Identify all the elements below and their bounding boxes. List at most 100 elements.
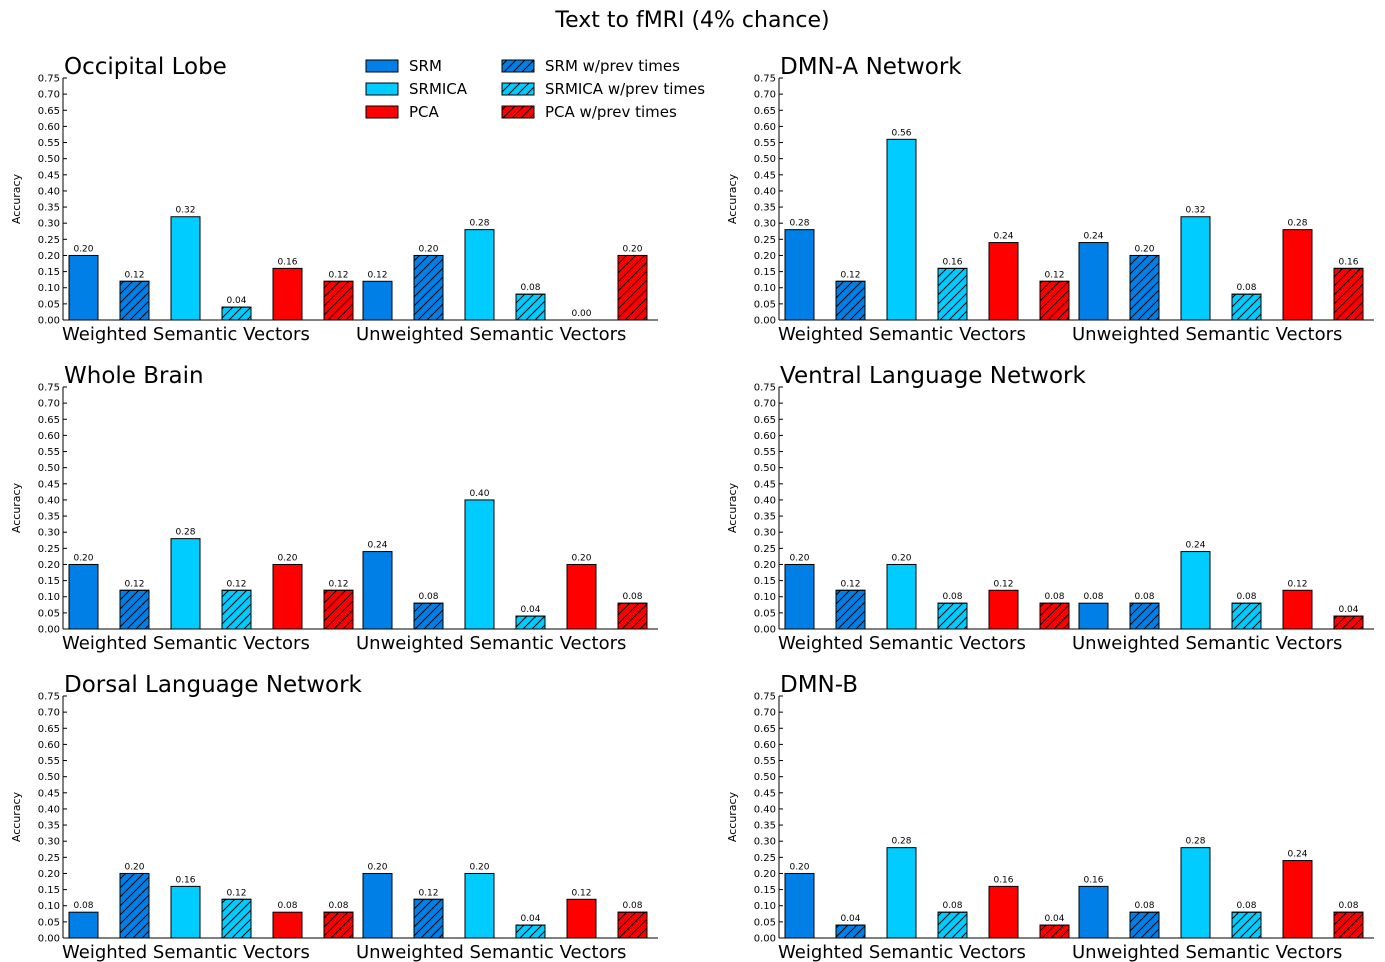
bar-hatch [221,589,252,630]
legend-swatch-hatch [501,82,535,96]
group-label: Unweighted Semantic Vectors [1072,633,1342,654]
bar-value-label: 0.04 [1338,605,1358,615]
bar-value-label: 0.08 [1236,592,1256,602]
legend-label: PCA w/prev times [545,103,677,121]
chart-panels: Occipital Lobe Accuracy 0.00 0.05 0.10 0.15 0.… [10,54,1374,962]
bar-value-label: 0.12 [328,270,348,280]
group-label: Unweighted Semantic Vectors [356,324,626,345]
y-tick-label: 0.40 [38,804,60,815]
y-tick-label: 0.05 [38,608,60,619]
y-tick-label: 0.00 [38,934,60,945]
bar-value-label: 0.12 [124,270,144,280]
bar-value-label: 0.20 [73,244,93,254]
y-tick-label: 0.60 [754,740,776,751]
bar [1282,229,1313,321]
y-tick-label: 0.70 [38,708,60,719]
y-tick-label: 0.55 [38,756,60,767]
bar [1078,885,1109,939]
bar [1282,860,1313,939]
bar [362,872,393,939]
bar-value-label: 0.08 [1044,592,1064,602]
bar-value-label: 0.16 [277,257,297,267]
y-tick-label: 0.35 [754,203,776,214]
bar-hatch [413,898,444,939]
y-tick-label: 0.35 [38,512,60,523]
y-tick-label: 0.25 [754,853,776,864]
group-label: Weighted Semantic Vectors [62,633,310,654]
bar-value-label: 0.20 [124,862,144,872]
chart-panel: Occipital Lobe Accuracy 0.00 0.05 0.10 0.15 0.… [10,54,658,345]
bar [464,229,495,321]
bar-value-label: 0.04 [520,914,540,924]
bar-value-label: 0.04 [1044,914,1064,924]
y-tick-label: 0.00 [38,625,60,636]
panel-title: Occipital Lobe [64,54,227,80]
bar-value-label: 0.08 [1083,592,1103,602]
group-label: Unweighted Semantic Vectors [1072,324,1342,345]
bar [272,267,303,321]
legend-item: SRM w/prev times [501,57,680,75]
y-tick-label: 0.55 [754,447,776,458]
group-label: Weighted Semantic Vectors [778,942,1026,962]
bar-value-label: 0.08 [622,901,642,911]
bar [1078,602,1109,630]
bar [464,872,495,939]
y-tick-label: 0.60 [754,122,776,133]
y-tick-label: 0.05 [754,608,776,619]
bar [170,885,201,939]
y-tick-label: 0.65 [754,415,776,426]
bar-value-label: 0.12 [840,270,860,280]
bar-value-label: 0.20 [1134,244,1154,254]
y-tick-label: 0.60 [38,740,60,751]
bar-hatch [323,280,354,321]
y-tick-label: 0.75 [38,692,60,703]
bar-value-label: 0.12 [226,579,246,589]
y-tick-label: 0.30 [754,528,776,539]
bar-value-label: 0.12 [840,579,860,589]
bar [1180,216,1211,321]
y-tick-label: 0.30 [38,837,60,848]
bar-value-label: 0.16 [993,875,1013,885]
y-tick-label: 0.20 [754,560,776,571]
y-tick-label: 0.45 [38,170,60,181]
bar-value-label: 0.08 [1236,283,1256,293]
y-tick-label: 0.60 [38,431,60,442]
bar-value-label: 0.12 [1044,270,1064,280]
y-tick-label: 0.15 [754,267,776,278]
bar-value-label: 0.08 [622,592,642,602]
bar-hatch [323,589,354,630]
bar-value-label: 0.12 [993,579,1013,589]
legend-label: SRMICA [409,80,468,98]
y-tick-label: 0.55 [38,138,60,149]
y-tick-label: 0.20 [38,251,60,262]
group-label: Weighted Semantic Vectors [778,324,1026,345]
bar-hatch [1039,280,1070,321]
y-tick-label: 0.35 [38,203,60,214]
bar-hatch [617,911,648,939]
y-tick-label: 0.75 [38,74,60,85]
y-tick-label: 0.15 [754,576,776,587]
bar-hatch [835,589,866,630]
y-tick-label: 0.10 [754,283,776,294]
bar-value-label: 0.04 [226,296,246,306]
bar-value-label: 0.28 [469,219,489,229]
y-tick-label: 0.45 [754,479,776,490]
panel-title: Ventral Language Network [780,363,1086,389]
bar-hatch [1333,911,1364,939]
legend-label: PCA [409,103,440,121]
group-label: Weighted Semantic Vectors [778,633,1026,654]
y-axis-label: Accuracy [726,791,739,842]
y-tick-label: 0.25 [754,544,776,555]
bar-value-label: 0.08 [942,901,962,911]
bar [784,872,815,939]
y-tick-label: 0.65 [754,106,776,117]
bar-hatch [1039,602,1070,630]
legend-label: SRM w/prev times [545,57,680,75]
bar-value-label: 0.08 [942,592,962,602]
bar-hatch [1333,615,1364,630]
bar [362,280,393,321]
bar-value-label: 0.28 [1287,219,1307,229]
group-label: Unweighted Semantic Vectors [356,633,626,654]
legend-item: SRMICA [365,80,468,98]
